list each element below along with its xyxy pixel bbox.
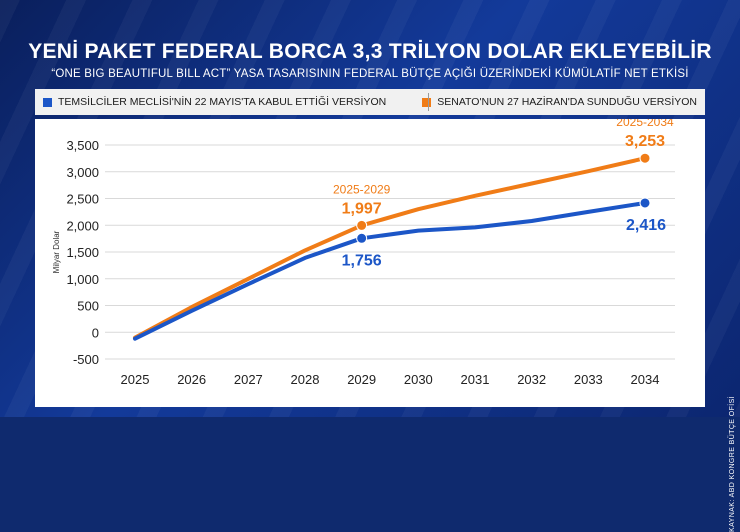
y-tick-label: 2,500	[66, 192, 99, 207]
annotation-period: 2025-2034	[616, 119, 674, 129]
x-tick-label: 2031	[461, 372, 490, 387]
x-tick-label: 2026	[177, 372, 206, 387]
legend-label-house: TEMSİLCİLER MECLİSİ'NİN 22 MAYIS'TA KABU…	[58, 96, 387, 108]
x-tick-label: 2030	[404, 372, 433, 387]
x-tick-label: 2033	[574, 372, 603, 387]
y-tick-label: 1,500	[66, 245, 99, 260]
series-line-1	[133, 156, 647, 340]
y-tick-label: 3,000	[66, 165, 99, 180]
data-point-marker	[639, 197, 651, 209]
legend-item-senate: SENATO'NUN 27 HAZİRAN'DA SUNDUĞU VERSİYO…	[422, 96, 697, 108]
data-label: 1,756	[342, 252, 382, 269]
legend-item-house: TEMSİLCİLER MECLİSİ'NİN 22 MAYIS'TA KABU…	[43, 96, 386, 108]
data-point-marker	[356, 219, 368, 231]
x-tick-label: 2027	[234, 372, 263, 387]
y-tick-label: 0	[92, 325, 99, 340]
legend-divider	[428, 93, 429, 111]
data-label: 3,253	[625, 133, 665, 150]
page-title: YENİ PAKET FEDERAL BORCA 3,3 TRİLYON DOL…	[28, 40, 712, 63]
chart-legend: TEMSİLCİLER MECLİSİ'NİN 22 MAYIS'TA KABU…	[35, 89, 705, 115]
y-tick-label: 500	[77, 299, 99, 314]
legend-swatch-senate	[422, 97, 432, 107]
x-tick-label: 2032	[517, 372, 546, 387]
y-tick-label: 2,000	[66, 218, 99, 233]
legend-label-senate: SENATO'NUN 27 HAZİRAN'DA SUNDUĞU VERSİYO…	[437, 96, 697, 108]
x-tick-label: 2028	[291, 372, 320, 387]
series-line-0	[133, 201, 647, 341]
source-note: KAYNAK: ABD KONGRE BÜTÇE OFİSİ	[729, 396, 736, 532]
y-tick-label: 1,000	[66, 272, 99, 287]
data-label: 2,416	[626, 217, 666, 234]
annotation-period: 2025-2029	[333, 182, 391, 196]
chart-panel: -500 0 500 1,000 1,500 2,000 2,500 3,000 3,500 Mi…	[35, 115, 705, 407]
x-tick-label: 2034	[631, 372, 660, 387]
data-point-marker	[639, 152, 651, 164]
page-subtitle: “ONE BIG BEAUTIFUL BILL ACT” YASA TASARI…	[51, 68, 689, 80]
data-label: 1,997	[342, 200, 382, 217]
line-chart: -500 0 500 1,000 1,500 2,000 2,500 3,000 3,500 Mi…	[52, 115, 675, 387]
y-axis-label: Milyar Dolar	[52, 230, 61, 273]
x-tick-label: 2029	[347, 372, 376, 387]
data-point-marker	[356, 232, 368, 244]
y-tick-label: 3,500	[66, 138, 99, 153]
y-tick-label: -500	[73, 352, 99, 367]
legend-swatch-house	[43, 97, 52, 107]
x-tick-label: 2025	[121, 372, 150, 387]
